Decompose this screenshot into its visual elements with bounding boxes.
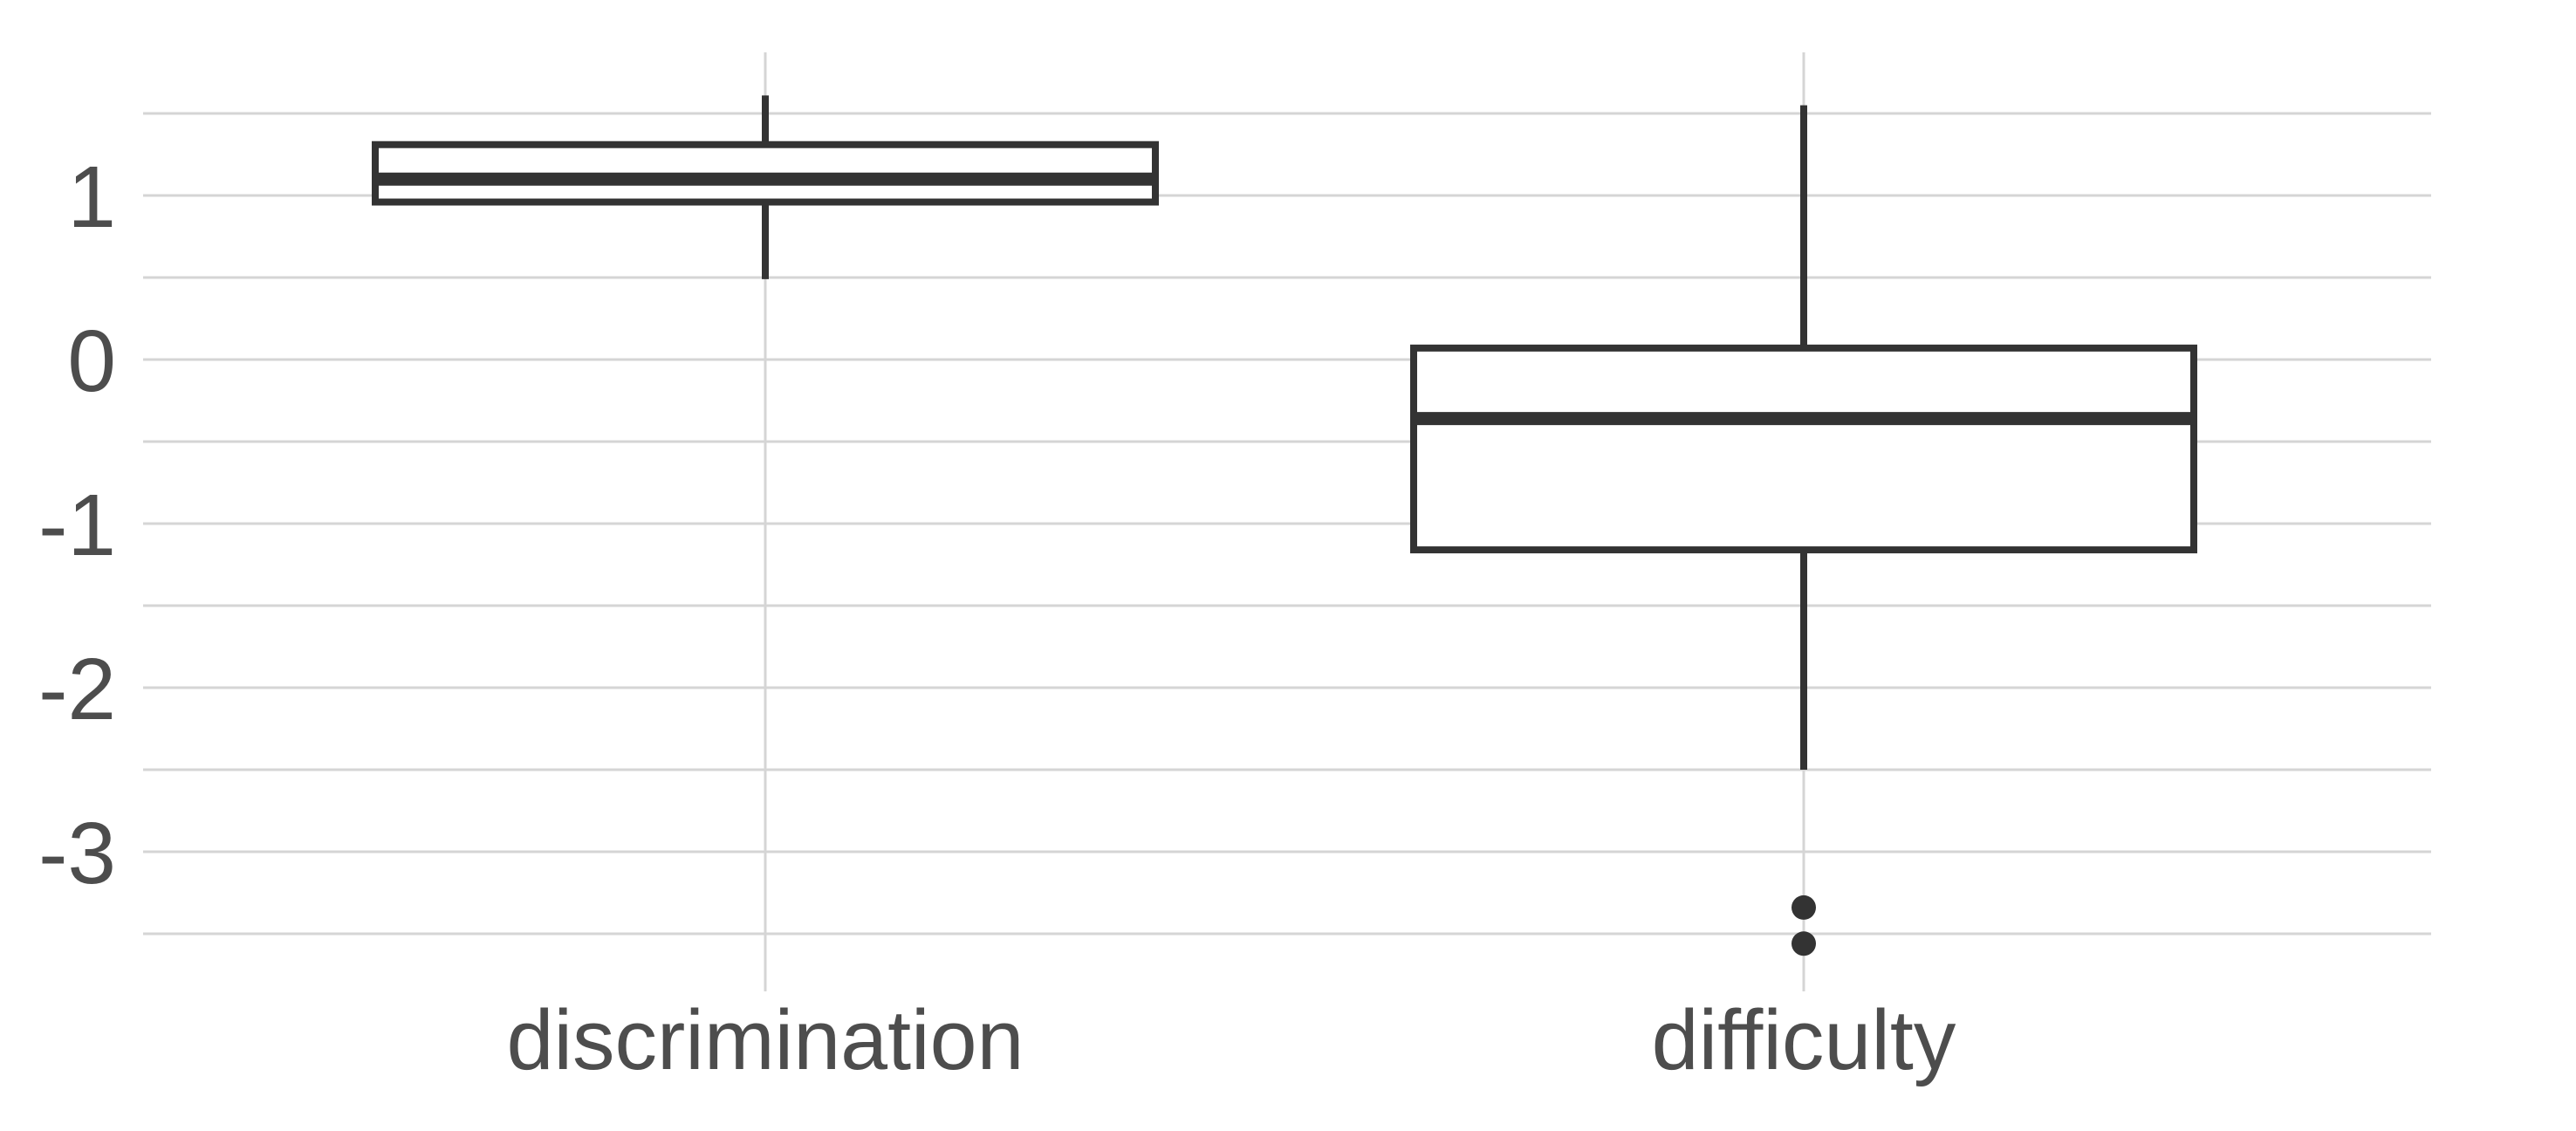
outlier-dot [1792,895,1816,920]
y-tick-label: -1 [38,476,116,574]
box-rect [1410,344,2197,554]
y-tick-label: -2 [38,641,116,738]
y-tick-label: -3 [38,805,116,902]
x-category-label: difficulty [1652,992,1956,1087]
y-tick-label: 0 [67,312,116,410]
x-category-label: discrimination [507,992,1024,1087]
y-tick-label: 1 [67,148,116,246]
outlier-dot [1792,931,1816,956]
